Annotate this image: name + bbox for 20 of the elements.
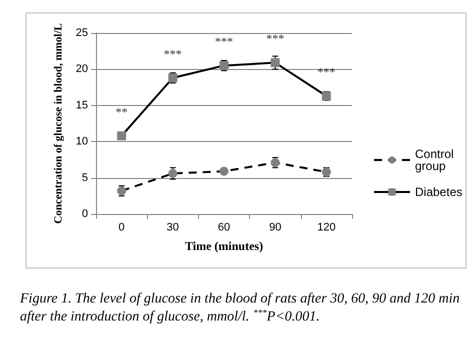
y-tick-label: 15 (76, 99, 88, 112)
x-axis-title: Time (minutes) (184, 239, 264, 253)
legend-label: Control group (415, 147, 458, 173)
y-tick-label: 5 (82, 172, 88, 184)
x-tick-label: 90 (269, 222, 282, 234)
x-tick-label: 120 (317, 222, 336, 234)
annotation: *** (164, 46, 182, 61)
x-tick-label: 60 (218, 222, 230, 234)
y-tick-label: 10 (76, 136, 88, 148)
x-tick-label: 0 (118, 222, 125, 234)
annotation: ** (116, 104, 128, 119)
legend-label: Diabetes (415, 185, 462, 199)
annotation: *** (215, 34, 233, 49)
y-tick-label: 25 (76, 27, 88, 39)
x-tick-label: 30 (166, 222, 179, 234)
caption: Figure 1. The level of glucose in the blood of rats after 30, 60, 90 and 120 min after the introduction of glucose, mmol/l. ***P<0.001. (19, 292, 464, 324)
y-tick-label: 0 (82, 208, 88, 220)
y-axis-title: Concentration of glucose in blood, mmol/L (52, 23, 64, 224)
annotation: *** (266, 32, 284, 46)
y-tick-label: 20 (76, 63, 88, 76)
